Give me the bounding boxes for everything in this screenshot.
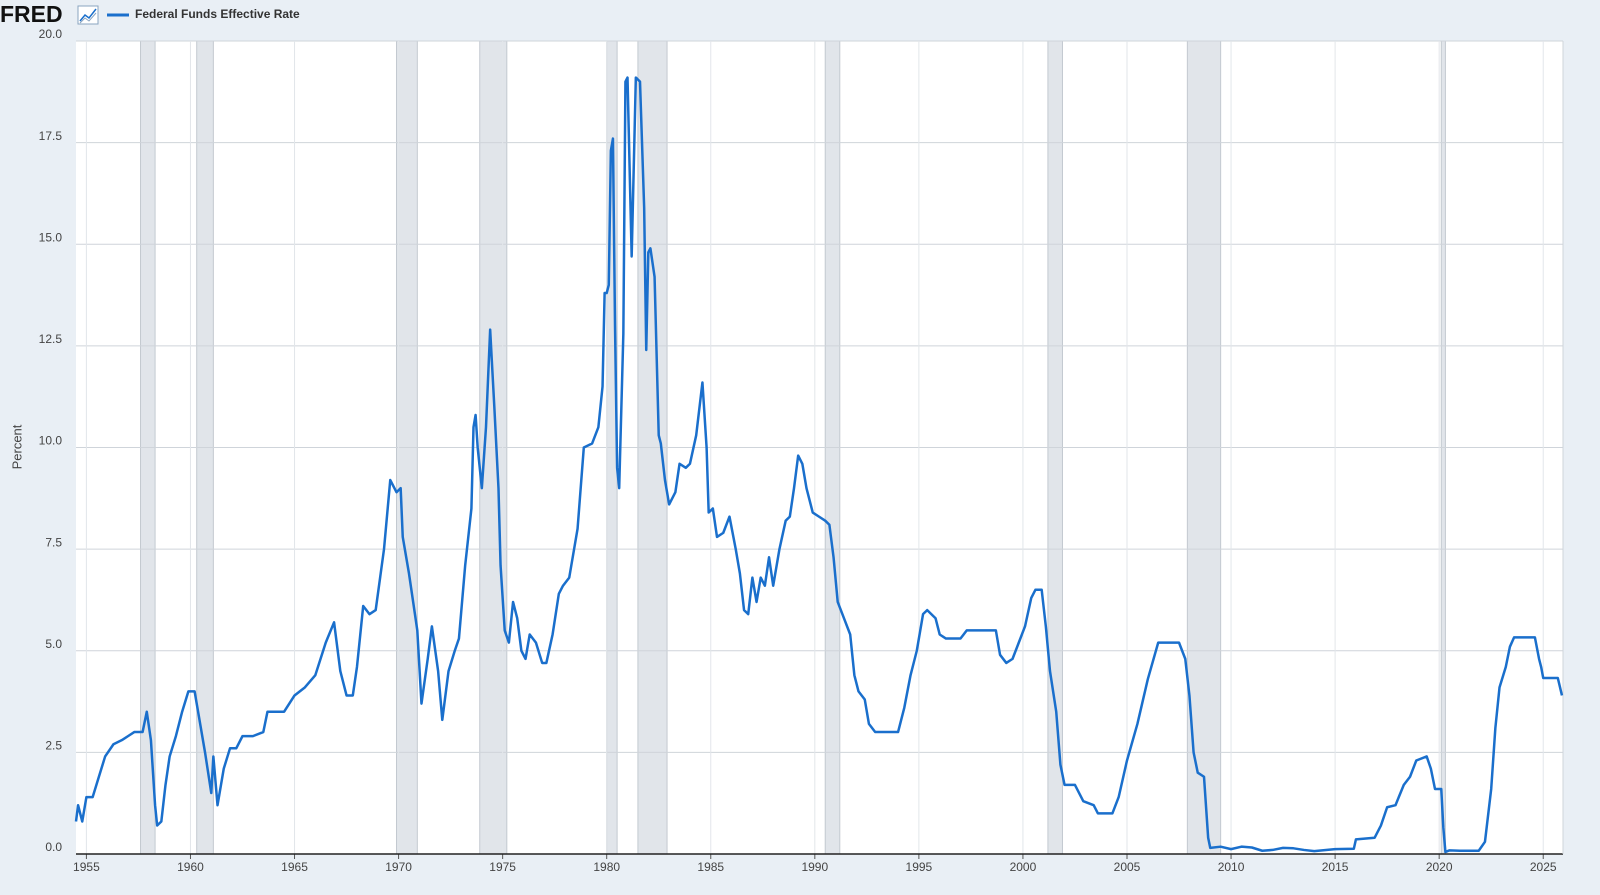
y-tick-label: 17.5 [39,129,63,143]
x-tick-label: 2025 [1530,860,1557,874]
logo: FRED [0,1,63,27]
y-tick-label: 5.0 [45,637,62,651]
y-axis-label: Percent [9,424,24,469]
y-tick-label: 0.0 [45,840,62,854]
x-tick-label: 1975 [489,860,516,874]
y-tick-label: 7.5 [45,535,62,549]
x-tick-label: 2015 [1322,860,1349,874]
x-tick-label: 1960 [177,860,204,874]
x-tick-label: 1990 [801,860,828,874]
y-tick-label: 12.5 [39,332,63,346]
series-line [74,76,1564,854]
x-tick-label: 2000 [1010,860,1037,874]
x-tick-label: 1970 [385,860,412,874]
x-tick-label: 1955 [73,860,100,874]
x-tick-label: 2020 [1426,860,1453,874]
legend-label: Federal Funds Effective Rate [135,7,300,21]
logo-icon [77,5,99,25]
x-tick-label: 2010 [1218,860,1245,874]
x-tick-label: 1985 [697,860,724,874]
y-tick-label: 2.5 [45,739,62,753]
y-tick-label: 20.0 [39,27,63,41]
x-tick-label: 1995 [906,860,933,874]
y-tick-label: 10.0 [39,434,63,448]
x-tick-label: 1980 [593,860,620,874]
line-layer [74,76,1564,854]
x-tick-label: 2005 [1114,860,1141,874]
grid-layer [76,40,1564,859]
x-tick-label: 1965 [281,860,308,874]
y-tick-label: 15.0 [39,230,63,244]
